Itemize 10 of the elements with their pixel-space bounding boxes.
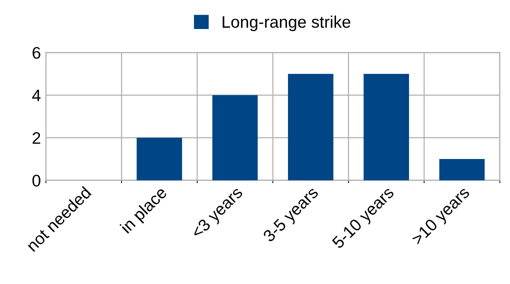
bar <box>212 95 258 180</box>
y-tick-label: 0 <box>32 174 40 187</box>
legend-label: Long-range strike <box>222 16 350 32</box>
y-tick-label: 2 <box>32 132 40 144</box>
y-tick-label: 4 <box>32 90 41 102</box>
y-tick-label: 6 <box>32 46 40 59</box>
bar <box>364 74 410 180</box>
bar <box>288 74 334 180</box>
bar <box>136 138 182 180</box>
bar <box>439 159 485 180</box>
